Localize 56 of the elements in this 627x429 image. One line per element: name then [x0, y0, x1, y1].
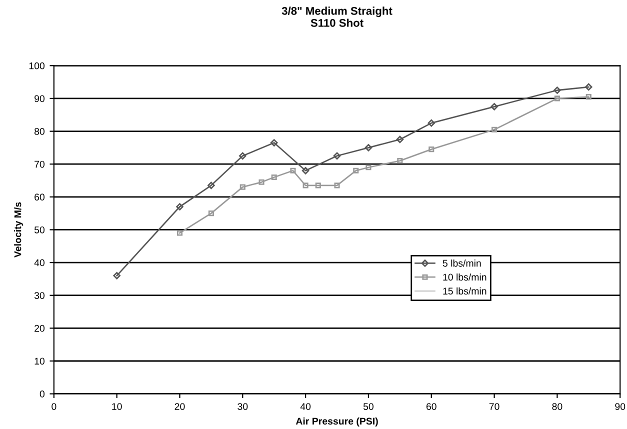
x-tick-label: 30: [238, 403, 248, 410]
point: [240, 184, 246, 190]
point: [239, 152, 246, 160]
point: [208, 210, 214, 216]
x-tick-label: 20: [174, 403, 185, 410]
point: [113, 272, 120, 280]
point: [428, 119, 436, 127]
point: [353, 168, 359, 174]
y-tick-label: 70: [34, 160, 45, 168]
point: [334, 182, 340, 188]
y-tick-label: 60: [34, 194, 45, 201]
point: [271, 174, 277, 180]
point: [490, 103, 498, 110]
y-tick-label: 20: [34, 324, 45, 332]
x-tick-label: 40: [300, 403, 311, 410]
point: [364, 144, 372, 152]
chart-title: 3/8" Medium Straight S110 Shot: [282, 6, 392, 27]
y-tick-label: 30: [34, 292, 45, 299]
point: [315, 182, 321, 188]
x-tick-label: 70: [489, 403, 500, 410]
point: [258, 179, 264, 185]
legend-label: 5 lbs/min: [442, 260, 481, 267]
y-tick-label: 10: [34, 358, 45, 365]
point: [396, 136, 404, 144]
point: [333, 152, 341, 160]
legend-label: 15 lbs/min: [443, 287, 486, 295]
point: [366, 164, 372, 170]
point: [176, 203, 184, 210]
x-tick-label: 80: [552, 403, 562, 410]
point: [397, 158, 403, 164]
y-tick-label: 50: [34, 226, 45, 234]
point: [270, 139, 278, 146]
point: [428, 146, 434, 152]
point: [290, 168, 296, 174]
point: [302, 167, 310, 174]
point: [302, 182, 308, 188]
x-tick-label: 90: [615, 403, 626, 410]
y-tick-label: 90: [34, 95, 45, 102]
point: [208, 182, 215, 190]
point: [554, 96, 560, 102]
y-tick-label: 0: [40, 390, 45, 398]
point: [554, 86, 561, 94]
x-tick-label: 10: [112, 403, 122, 410]
y-tick-label: 40: [34, 259, 45, 266]
x-axis-title: Air Pressure (PSI): [296, 417, 378, 427]
x-tick-label: 60: [426, 403, 436, 410]
point: [176, 230, 183, 236]
point: [586, 94, 592, 100]
legend-label: 10 lbs/min: [443, 273, 486, 281]
point: [492, 126, 498, 132]
x-tick-label: 50: [363, 403, 374, 410]
y-tick-label: 100: [29, 62, 45, 70]
point: [585, 83, 592, 91]
x-tick-label: 0: [52, 403, 56, 410]
y-axis-title: Velocity M/s: [14, 202, 24, 258]
y-tick-label: 80: [34, 128, 45, 135]
